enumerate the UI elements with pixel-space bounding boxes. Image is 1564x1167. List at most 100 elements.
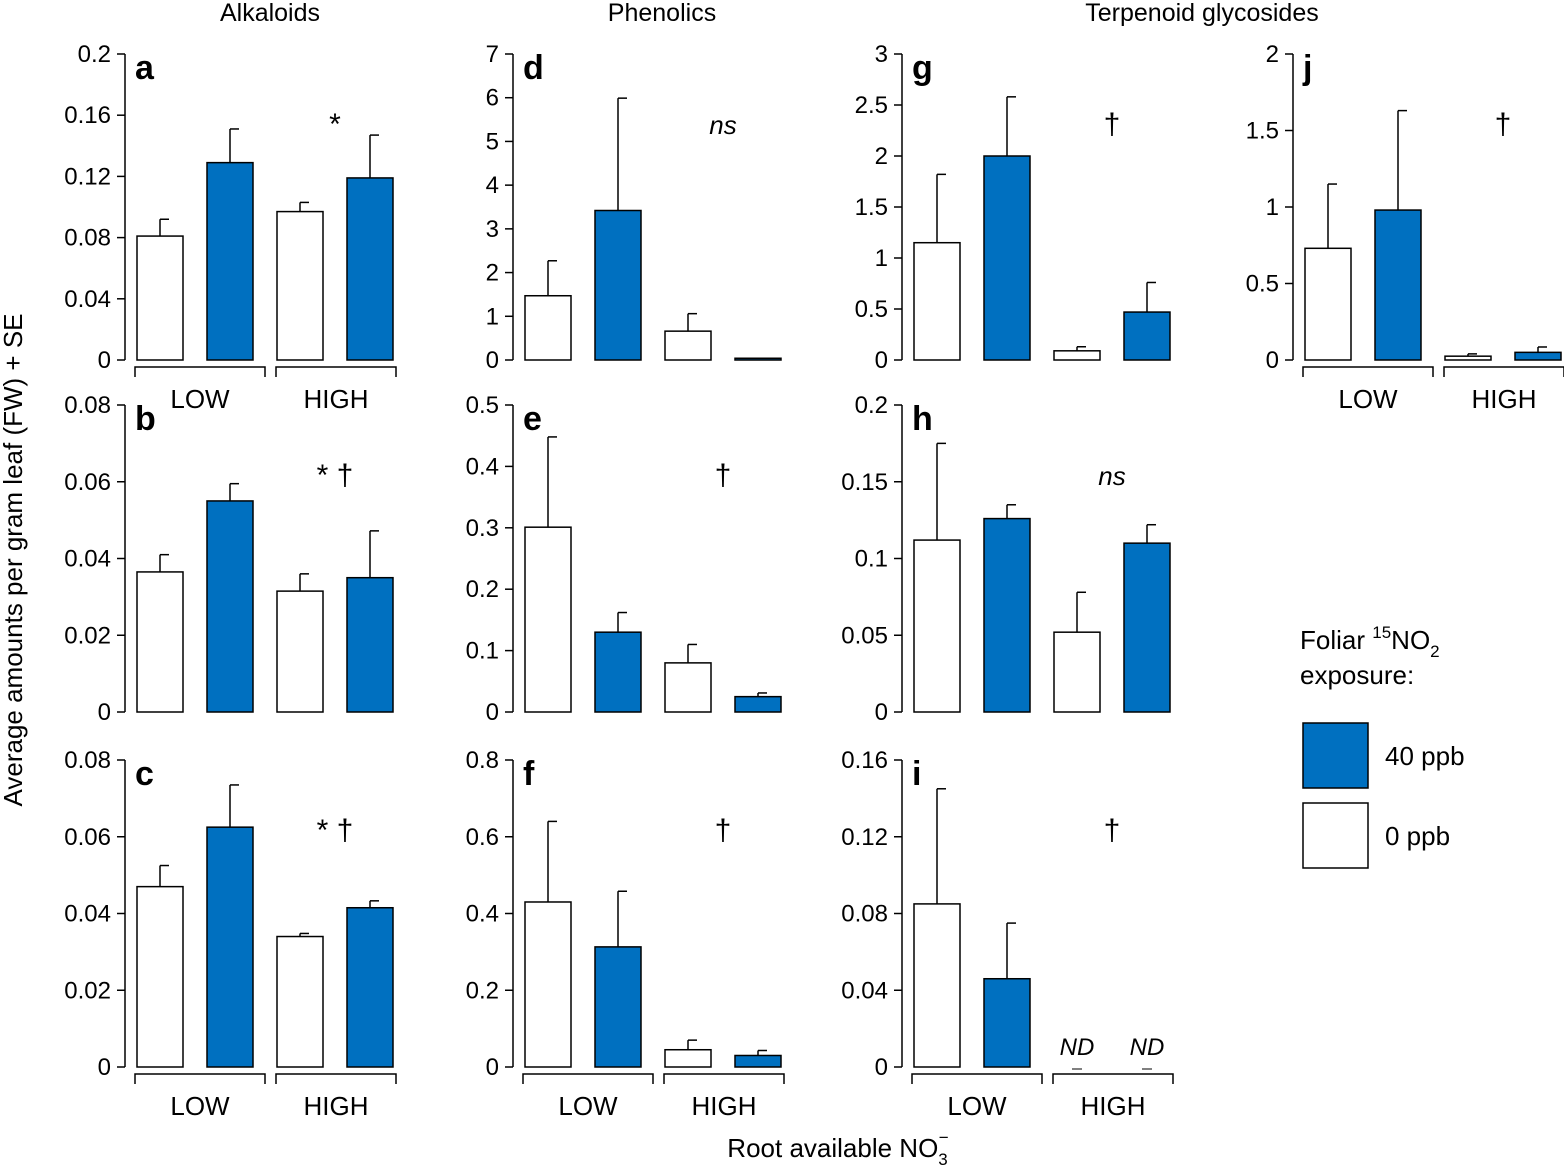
bar-low-0ppb [524,526,572,713]
bar-high-0ppb [276,210,324,361]
bar-low-40ppb [983,155,1031,361]
group-label: LOW [170,1091,230,1121]
y-tick-label: 0.05 [841,622,888,649]
group-label: LOW [558,1091,618,1121]
y-tick-label: 0.2 [78,41,111,68]
y-tick-label: 0.1 [466,638,499,665]
y-tick-label: 0 [98,1054,111,1081]
x-axis-title-sup: − [939,1128,949,1147]
significance-label: * [329,108,341,141]
group-label: LOW [947,1091,1007,1121]
x-axis-title-sub: 3 [938,1150,947,1167]
significance-label: † [1495,108,1512,141]
bar-low-0ppb [913,539,961,713]
y-tick-label: 4 [486,172,499,199]
y-tick-label: 7 [486,41,499,68]
y-tick-label: 0 [486,1054,499,1081]
y-tick-label: 0.16 [841,747,888,774]
bar-high-40ppb [734,1054,782,1068]
group-bracket [663,1073,785,1084]
panel-h: 0 0.05 0.1 0.15 0.2 h ns [841,392,1171,726]
bar-low-0ppb [524,901,572,1068]
y-tick-label: 0.2 [855,392,888,419]
y-tick-label: 0.5 [466,392,499,419]
y-tick-label: 0.5 [1246,271,1279,298]
y-tick-label: 0.4 [466,901,499,928]
y-tick-label: 0.02 [64,622,111,649]
y-tick-label: 0 [875,699,888,726]
significance-label: † [1104,108,1121,141]
bar-high-40ppb [734,695,782,713]
y-tick-label: 1.5 [1246,118,1279,145]
legend-title-mid: NO [1391,625,1430,655]
significance-label: ns [1098,461,1125,491]
y-tick-label: 5 [486,128,499,155]
y-tick-label: 0.08 [64,225,111,252]
bar-high-0ppb [276,590,324,713]
panel-letter: h [912,400,933,438]
bar-high-40ppb [346,177,394,361]
y-tick-label: 0.08 [841,901,888,928]
y-tick-label: 0.04 [64,286,111,313]
bar-low-0ppb [913,241,961,361]
y-tick-label: 0 [875,347,888,374]
y-tick-label: 0 [486,347,499,374]
y-tick-label: 0 [98,347,111,374]
panel-letter: g [912,49,933,87]
bar-high-40ppb [1514,351,1562,361]
panel-e: 0 0.1 0.2 0.3 0.4 0.5 e † [466,392,782,726]
y-tick-label: 0.06 [64,469,111,496]
y-tick-label: 0.08 [64,392,111,419]
x-axis-title: Root available NO3 − [727,1128,948,1167]
significance-label: † [715,814,732,847]
panel-letter: e [523,400,542,438]
group-label: HIGH [304,384,369,414]
panel-b: 0 0.02 0.04 0.06 0.08 b * † [64,392,394,726]
group-label: HIGH [1472,384,1537,414]
bar-low-0ppb [524,294,572,361]
nd-label: ND [1060,1034,1095,1061]
y-tick-label: 0.12 [64,163,111,190]
significance-label: * † [317,459,354,492]
y-tick-label: 1.5 [855,194,888,221]
panel-letter: c [135,755,154,793]
bar-low-0ppb [136,885,184,1068]
bar-high-40ppb [346,576,394,713]
bar-low-40ppb [594,946,642,1068]
column-title-phenolics: Phenolics [608,0,716,27]
significance-label: † [1104,814,1121,847]
bar-high-0ppb [1444,355,1492,361]
panel-d: 0 1 2 3 4 5 6 7 d ns [486,41,782,374]
y-tick-label: 0.16 [64,102,111,129]
group-label: HIGH [304,1091,369,1121]
legend-title-sup: 15 [1372,623,1391,642]
y-tick-label: 2 [1266,41,1279,68]
group-bracket [911,1073,1043,1084]
legend-label-0ppb: 0 ppb [1385,821,1450,851]
y-tick-label: 0 [98,699,111,726]
group-label: HIGH [692,1091,757,1121]
y-tick-label: 0.4 [466,453,499,480]
group-bracket [134,1073,266,1084]
y-tick-label: 0 [1266,347,1279,374]
bar-high-40ppb [1123,311,1171,361]
group-bracket [1302,366,1434,377]
nd-label: ND [1130,1034,1165,1061]
y-tick-label: 0 [875,1054,888,1081]
bar-low-40ppb [983,977,1031,1068]
panel-a: 0 0.04 0.08 0.12 0.16 0.2 a * LOW HIGH [64,41,397,414]
bar-low-0ppb [1304,247,1352,361]
legend-title-sub: 2 [1430,642,1439,661]
y-tick-label: 2 [875,143,888,170]
column-title-alkaloids: Alkaloids [220,0,320,27]
legend-swatch-40ppb [1302,722,1369,789]
panel-g: 0 0.5 1 1.5 2 2.5 3 g † [855,41,1171,374]
x-axis-title-main: Root available NO [727,1133,938,1163]
y-tick-label: 0.04 [64,901,111,928]
y-tick-label: 0.2 [466,576,499,603]
y-tick-label: 1 [875,245,888,272]
panel-c: 0 0.02 0.04 0.06 0.08 c * † LOW HIGH [64,747,397,1121]
legend-label-40ppb: 40 ppb [1385,741,1465,771]
group-bracket [1052,1073,1174,1084]
bar-low-40ppb [206,826,254,1068]
